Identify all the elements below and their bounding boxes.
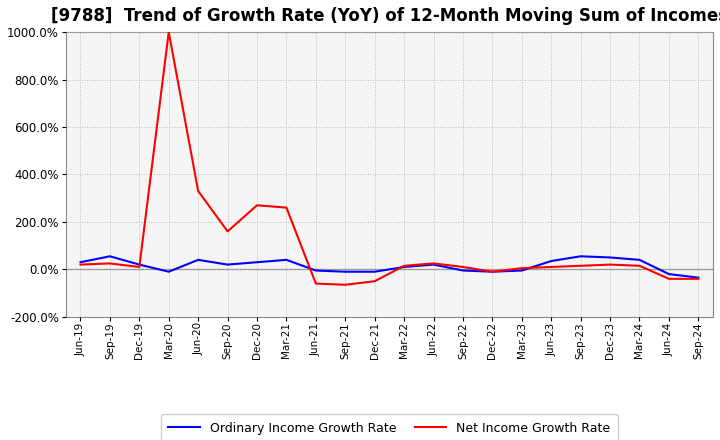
Net Income Growth Rate <box>106 261 114 266</box>
Net Income Growth Rate <box>253 203 261 208</box>
Net Income Growth Rate <box>370 279 379 284</box>
Net Income Growth Rate <box>400 263 408 268</box>
Ordinary Income Growth Rate <box>429 262 438 267</box>
Ordinary Income Growth Rate <box>341 269 350 275</box>
Ordinary Income Growth Rate <box>76 260 85 265</box>
Ordinary Income Growth Rate <box>312 268 320 273</box>
Net Income Growth Rate <box>488 269 497 275</box>
Net Income Growth Rate <box>606 262 614 267</box>
Line: Net Income Growth Rate: Net Income Growth Rate <box>81 32 698 285</box>
Net Income Growth Rate <box>135 264 143 270</box>
Ordinary Income Growth Rate <box>164 269 173 275</box>
Line: Ordinary Income Growth Rate: Ordinary Income Growth Rate <box>81 256 698 278</box>
Ordinary Income Growth Rate <box>135 262 143 267</box>
Net Income Growth Rate <box>635 263 644 268</box>
Net Income Growth Rate <box>547 264 556 270</box>
Net Income Growth Rate <box>282 205 291 210</box>
Net Income Growth Rate <box>518 265 526 271</box>
Ordinary Income Growth Rate <box>459 268 467 273</box>
Legend: Ordinary Income Growth Rate, Net Income Growth Rate: Ordinary Income Growth Rate, Net Income … <box>161 414 618 440</box>
Ordinary Income Growth Rate <box>518 268 526 273</box>
Ordinary Income Growth Rate <box>400 264 408 270</box>
Ordinary Income Growth Rate <box>282 257 291 263</box>
Ordinary Income Growth Rate <box>370 269 379 275</box>
Net Income Growth Rate <box>164 29 173 35</box>
Net Income Growth Rate <box>576 263 585 268</box>
Net Income Growth Rate <box>665 276 673 282</box>
Net Income Growth Rate <box>76 262 85 267</box>
Net Income Growth Rate <box>429 261 438 266</box>
Ordinary Income Growth Rate <box>488 269 497 275</box>
Net Income Growth Rate <box>341 282 350 287</box>
Ordinary Income Growth Rate <box>253 260 261 265</box>
Ordinary Income Growth Rate <box>694 275 703 280</box>
Ordinary Income Growth Rate <box>665 271 673 277</box>
Ordinary Income Growth Rate <box>223 262 232 267</box>
Ordinary Income Growth Rate <box>106 253 114 259</box>
Net Income Growth Rate <box>459 264 467 270</box>
Net Income Growth Rate <box>694 276 703 282</box>
Ordinary Income Growth Rate <box>576 253 585 259</box>
Ordinary Income Growth Rate <box>606 255 614 260</box>
Net Income Growth Rate <box>194 188 202 194</box>
Title: [9788]  Trend of Growth Rate (YoY) of 12-Month Moving Sum of Incomes: [9788] Trend of Growth Rate (YoY) of 12-… <box>51 7 720 25</box>
Ordinary Income Growth Rate <box>547 258 556 264</box>
Ordinary Income Growth Rate <box>635 257 644 263</box>
Net Income Growth Rate <box>223 229 232 234</box>
Ordinary Income Growth Rate <box>194 257 202 263</box>
Net Income Growth Rate <box>312 281 320 286</box>
